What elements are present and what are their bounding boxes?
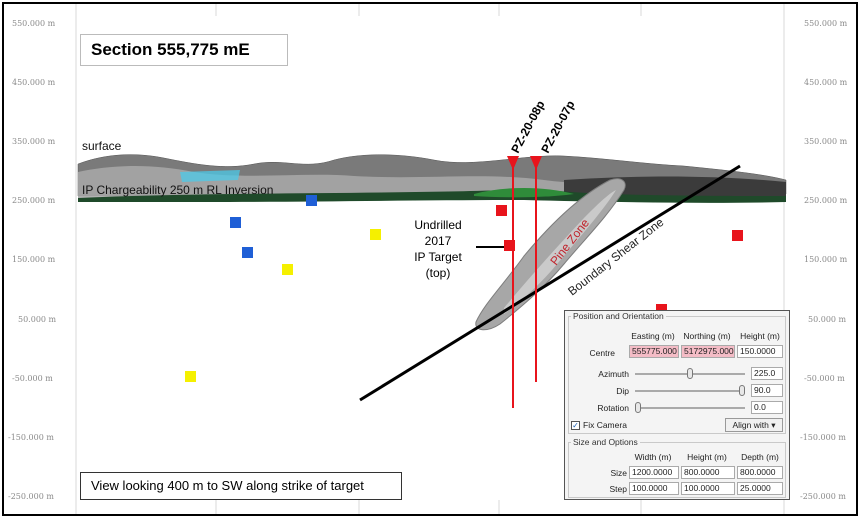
- left-tick: 50.000 m: [18, 315, 57, 324]
- dip-slider-thumb[interactable]: [739, 385, 745, 396]
- size-height-field[interactable]: 800.0000: [681, 466, 735, 479]
- section-viewer[interactable]: 550.000 m 450.000 m 350.000 m 250.000 m …: [2, 2, 858, 516]
- red-marker: [656, 304, 667, 313]
- position-orientation-panel[interactable]: Position and Orientation Easting (m) Nor…: [564, 310, 790, 500]
- surface-label: surface: [82, 139, 122, 153]
- view-note: View looking 400 m to SW along strike of…: [80, 472, 402, 500]
- collar-marker-pz-20-08p: [507, 156, 519, 170]
- dip-field[interactable]: 90.0: [751, 384, 783, 397]
- right-tick: 450.000 m: [804, 78, 848, 87]
- right-axis: 550.000 m 450.000 m 350.000 m 250.000 m …: [800, 19, 848, 501]
- yellow-marker: [370, 229, 381, 240]
- step-width-field[interactable]: 100.0000: [629, 482, 679, 495]
- align-with-dropdown[interactable]: Align with ▾: [725, 418, 783, 432]
- dip-label: Dip: [616, 386, 629, 396]
- collar-marker-pz-20-07p: [530, 156, 542, 170]
- ip-inversion-green-high: [474, 188, 574, 198]
- target-label: Undrilled 2017 IP Target (top): [414, 218, 462, 280]
- right-tick: -150.000 m: [800, 433, 846, 442]
- left-tick: -250.000 m: [8, 492, 54, 501]
- left-tick: 350.000 m: [12, 137, 56, 146]
- left-tick: 550.000 m: [12, 19, 56, 28]
- left-tick: 150.000 m: [12, 255, 56, 264]
- right-tick: 250.000 m: [804, 196, 848, 205]
- northing-header: Northing (m): [683, 331, 731, 341]
- height-header: Height (m): [740, 331, 780, 341]
- size-group: [568, 442, 786, 498]
- step-label: Step: [609, 484, 628, 494]
- fix-camera-checkbox[interactable]: ✓: [571, 421, 580, 430]
- fix-camera-label: Fix Camera: [583, 420, 627, 430]
- azimuth-label: Azimuth: [598, 369, 629, 379]
- red-marker: [732, 230, 743, 241]
- position-group: [568, 316, 786, 434]
- yellow-marker: [282, 264, 293, 275]
- blue-marker: [306, 195, 317, 206]
- size-label: Size: [610, 468, 627, 478]
- left-tick: -50.000 m: [12, 374, 53, 383]
- left-tick: -150.000 m: [8, 433, 54, 442]
- left-axis: 550.000 m 450.000 m 350.000 m 250.000 m …: [8, 19, 57, 501]
- step-depth-field[interactable]: 25.0000: [737, 482, 783, 495]
- easting-header: Easting (m): [631, 331, 675, 341]
- height-header-2: Height (m): [687, 452, 727, 462]
- step-height-field[interactable]: 100.0000: [681, 482, 735, 495]
- left-tick: 450.000 m: [12, 78, 56, 87]
- yellow-marker: [185, 371, 196, 382]
- section-canvas[interactable]: 550.000 m 450.000 m 350.000 m 250.000 m …: [4, 4, 856, 514]
- right-tick: 550.000 m: [804, 19, 848, 28]
- position-section-title: Position and Orientation: [571, 311, 666, 321]
- right-tick: -50.000 m: [804, 374, 845, 383]
- centre-easting-field[interactable]: 555775.000: [629, 345, 679, 358]
- surface-cyan-patch: [180, 170, 240, 182]
- azimuth-slider-thumb[interactable]: [687, 368, 693, 379]
- size-section-title: Size and Options: [571, 437, 640, 447]
- size-width-field[interactable]: 1200.0000: [629, 466, 679, 479]
- pine-zone-shade: [504, 190, 616, 314]
- boundary-shear-zone-line: [359, 164, 741, 402]
- target-label-line: 2017: [425, 234, 452, 248]
- section-title: Section 555,775 mE: [80, 34, 288, 66]
- centre-label: Centre: [589, 348, 615, 358]
- target-label-line: Undrilled: [414, 218, 461, 232]
- target-label-line: IP Target: [414, 250, 462, 264]
- rotation-field[interactable]: 0.0: [751, 401, 783, 414]
- align-with-label: Align with: [732, 420, 769, 430]
- red-marker: [496, 205, 507, 216]
- right-tick: 350.000 m: [804, 137, 848, 146]
- red-marker: [504, 240, 515, 251]
- left-tick: 250.000 m: [12, 196, 56, 205]
- size-depth-field[interactable]: 800.0000: [737, 466, 783, 479]
- right-tick: 150.000 m: [804, 255, 848, 264]
- blue-marker: [242, 247, 253, 258]
- centre-height-field[interactable]: 150.0000: [737, 345, 783, 358]
- chevron-down-icon: ▾: [771, 420, 776, 430]
- rotation-slider-track[interactable]: [635, 407, 745, 409]
- centre-northing-field[interactable]: 5172975.000: [681, 345, 735, 358]
- ip-inversion-label: IP Chargeability 250 m RL Inversion: [82, 183, 273, 197]
- target-label-line: (top): [426, 266, 451, 280]
- right-tick: -250.000 m: [800, 492, 846, 501]
- right-tick: 50.000 m: [808, 315, 847, 324]
- azimuth-field[interactable]: 225.0: [751, 367, 783, 380]
- rotation-label: Rotation: [597, 403, 629, 413]
- rotation-slider-thumb[interactable]: [635, 402, 641, 413]
- depth-header: Depth (m): [741, 452, 779, 462]
- dip-slider-track[interactable]: [635, 390, 745, 392]
- width-header: Width (m): [634, 452, 672, 462]
- blue-marker: [230, 217, 241, 228]
